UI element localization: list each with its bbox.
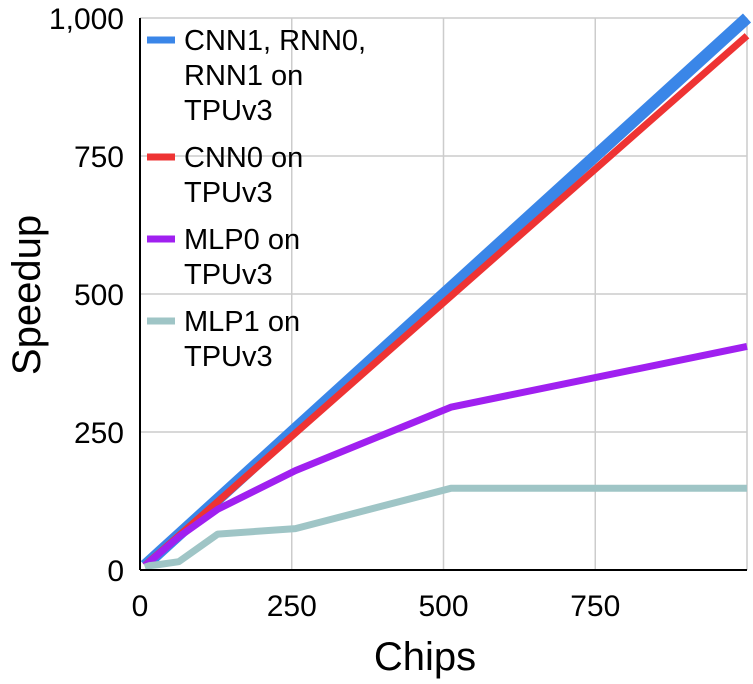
legend-label-1: CNN0 on TPUv3 (184, 142, 303, 209)
series-line-2 (142, 342, 748, 569)
legend-label-2: MLP0 on TPUv3 (184, 224, 300, 291)
legend-label-0: CNN1, RNN0, RNN1 on TPUv3 (184, 25, 366, 127)
y-tick-label: 0 (107, 555, 124, 588)
axes (139, 18, 747, 571)
y-tick-label: 500 (74, 279, 124, 312)
x-tick-label: 0 (132, 590, 149, 623)
legend: CNN1, RNN0, RNN1 on TPUv3 CNN0 on TPUv3 MLP0 … (147, 25, 366, 373)
x-axis-title: Chips (374, 635, 476, 679)
legend-label-3: MLP1 on TPUv3 (184, 306, 300, 373)
x-tick-label: 500 (418, 590, 468, 623)
series-line-3 (143, 484, 747, 571)
x-tick-label: 750 (570, 590, 620, 623)
y-tick-label: 1,000 (49, 3, 124, 36)
series-lines (140, 13, 752, 571)
y-tick-label: 250 (74, 417, 124, 450)
x-tick-labels: 0 250 500 750 (132, 590, 621, 623)
y-tick-labels: 0 250 500 750 1,000 (49, 3, 124, 588)
y-tick-label: 750 (74, 141, 124, 174)
x-tick-label: 250 (267, 590, 317, 623)
y-axis-title: Speedup (5, 215, 49, 375)
